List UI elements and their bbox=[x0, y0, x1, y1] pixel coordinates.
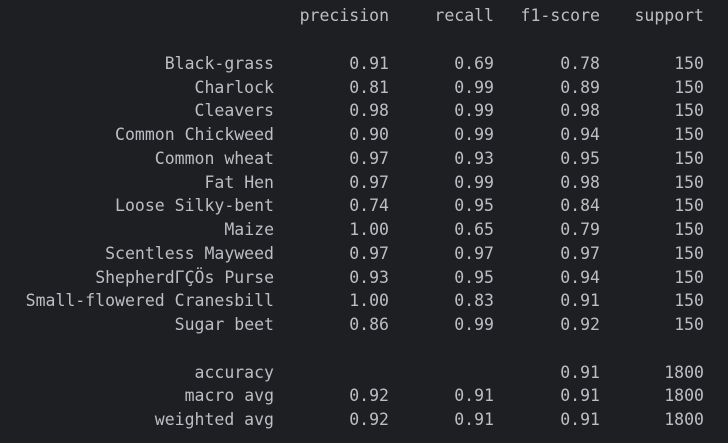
f1-score-value: 0.89 bbox=[560, 78, 600, 97]
class-label: Loose Silky-bent bbox=[115, 196, 274, 215]
support-value: 150 bbox=[674, 101, 704, 120]
class-row: Scentless Mayweed 0.97 0.97 0.97 150 bbox=[0, 242, 728, 266]
header-row: precision recall f1-score support bbox=[0, 4, 728, 28]
f1-score-value: 0.94 bbox=[560, 125, 600, 144]
recall-value: 0.91 bbox=[454, 410, 494, 429]
recall-value: 0.83 bbox=[454, 291, 494, 310]
precision-value: 0.92 bbox=[349, 410, 389, 429]
precision-value: 0.86 bbox=[349, 315, 389, 334]
support-value: 150 bbox=[674, 291, 704, 310]
class-label: Fat Hen bbox=[204, 173, 274, 192]
class-label: Small-flowered Cranesbill bbox=[25, 291, 274, 310]
support-value: 1800 bbox=[664, 386, 704, 405]
class-row: Fat Hen 0.97 0.99 0.98 150 bbox=[0, 171, 728, 195]
precision-value: 0.81 bbox=[349, 78, 389, 97]
f1-score-value: 0.98 bbox=[560, 101, 600, 120]
support-value: 150 bbox=[674, 315, 704, 334]
support-value: 1800 bbox=[664, 410, 704, 429]
precision-value: 0.90 bbox=[349, 125, 389, 144]
class-row: Sugar beet 0.86 0.99 0.92 150 bbox=[0, 313, 728, 337]
class-label: Black-grass bbox=[164, 54, 274, 73]
support-value: 150 bbox=[674, 125, 704, 144]
class-label: Sugar beet bbox=[174, 315, 274, 334]
precision-value: 0.97 bbox=[349, 244, 389, 263]
class-label: Maize bbox=[224, 220, 274, 239]
support-value: 150 bbox=[674, 173, 704, 192]
class-label: Cleavers bbox=[194, 101, 274, 120]
precision-value: 0.91 bbox=[349, 54, 389, 73]
recall-value: 0.95 bbox=[454, 196, 494, 215]
f1-score-value: 0.91 bbox=[560, 363, 600, 382]
class-label: Charlock bbox=[194, 78, 274, 97]
summary-label: accuracy bbox=[194, 363, 274, 382]
f1-score-value: 0.98 bbox=[560, 173, 600, 192]
class-row: Small-flowered Cranesbill 1.00 0.83 0.91… bbox=[0, 289, 728, 313]
f1-score-value: 0.92 bbox=[560, 315, 600, 334]
recall-value: 0.69 bbox=[454, 54, 494, 73]
summary-label: macro avg bbox=[184, 386, 274, 405]
recall-value: 0.99 bbox=[454, 125, 494, 144]
precision-value: 0.97 bbox=[349, 173, 389, 192]
recall-value: 0.99 bbox=[454, 315, 494, 334]
class-row: Common Chickweed 0.90 0.99 0.94 150 bbox=[0, 123, 728, 147]
f1-score-value: 0.91 bbox=[560, 386, 600, 405]
summary-label: weighted avg bbox=[154, 410, 274, 429]
precision-value: 0.97 bbox=[349, 149, 389, 168]
class-row: ShepherdΓÇÖs Purse 0.93 0.95 0.94 150 bbox=[0, 266, 728, 290]
recall-value: 0.65 bbox=[454, 220, 494, 239]
recall-value: 0.99 bbox=[454, 101, 494, 120]
header-recall: recall bbox=[434, 6, 494, 25]
header-support: support bbox=[634, 6, 704, 25]
class-row: Black-grass 0.91 0.69 0.78 150 bbox=[0, 52, 728, 76]
precision-value: 0.98 bbox=[349, 101, 389, 120]
class-row: Maize 1.00 0.65 0.79 150 bbox=[0, 218, 728, 242]
recall-value: 0.99 bbox=[454, 173, 494, 192]
header-f1-score: f1-score bbox=[520, 6, 600, 25]
f1-score-value: 0.91 bbox=[560, 291, 600, 310]
class-row: Common wheat 0.97 0.93 0.95 150 bbox=[0, 147, 728, 171]
header-precision: precision bbox=[299, 6, 389, 25]
class-label: Common Chickweed bbox=[115, 125, 274, 144]
recall-value: 0.93 bbox=[454, 149, 494, 168]
f1-score-value: 0.91 bbox=[560, 410, 600, 429]
class-label: Scentless Mayweed bbox=[105, 244, 274, 263]
support-value: 150 bbox=[674, 78, 704, 97]
precision-value: 0.93 bbox=[349, 268, 389, 287]
f1-score-value: 0.94 bbox=[560, 268, 600, 287]
precision-value: 0.74 bbox=[349, 196, 389, 215]
f1-score-value: 0.95 bbox=[560, 149, 600, 168]
recall-value: 0.97 bbox=[454, 244, 494, 263]
support-value: 150 bbox=[674, 220, 704, 239]
class-row: Loose Silky-bent 0.74 0.95 0.84 150 bbox=[0, 194, 728, 218]
precision-value: 1.00 bbox=[349, 291, 389, 310]
precision-value: 0.92 bbox=[349, 386, 389, 405]
support-value: 150 bbox=[674, 244, 704, 263]
recall-value: 0.95 bbox=[454, 268, 494, 287]
precision-value: 1.00 bbox=[349, 220, 389, 239]
f1-score-value: 0.78 bbox=[560, 54, 600, 73]
summary-row-accuracy: accuracy 0.91 1800 bbox=[0, 361, 728, 385]
f1-score-value: 0.79 bbox=[560, 220, 600, 239]
support-value: 150 bbox=[674, 54, 704, 73]
recall-value: 0.99 bbox=[454, 78, 494, 97]
summary-row-weighted-avg: weighted avg 0.92 0.91 0.91 1800 bbox=[0, 408, 728, 432]
class-label: Common wheat bbox=[154, 149, 274, 168]
support-value: 150 bbox=[674, 268, 704, 287]
support-value: 1800 bbox=[664, 363, 704, 382]
f1-score-value: 0.97 bbox=[560, 244, 600, 263]
support-value: 150 bbox=[674, 149, 704, 168]
support-value: 150 bbox=[674, 196, 704, 215]
summary-row-macro-avg: macro avg 0.92 0.91 0.91 1800 bbox=[0, 384, 728, 408]
class-label: ShepherdΓÇÖs Purse bbox=[95, 268, 274, 287]
recall-value: 0.91 bbox=[454, 386, 494, 405]
class-row: Cleavers 0.98 0.99 0.98 150 bbox=[0, 99, 728, 123]
f1-score-value: 0.84 bbox=[560, 196, 600, 215]
class-row: Charlock 0.81 0.99 0.89 150 bbox=[0, 76, 728, 100]
